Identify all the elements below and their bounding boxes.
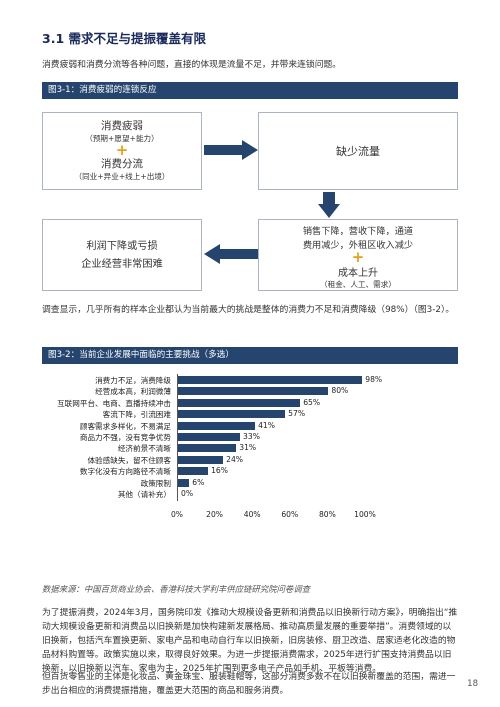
- x-tick-label: 40%: [243, 510, 261, 520]
- chart-bar: [178, 410, 286, 419]
- category-label: 政策限制: [140, 478, 171, 488]
- x-tick-label: 100%: [354, 510, 376, 520]
- chart-bar: [178, 467, 209, 476]
- chart-bar: [178, 387, 329, 396]
- intro-paragraph: 消费疲弱和消费分流等各种问题，直接的体现是流量不足，并带来连锁问题。: [42, 60, 342, 70]
- box-cost-sub: （租金、人工、需求）: [320, 280, 396, 289]
- chart-axis-line: [177, 374, 178, 502]
- bar-value-label: 41%: [258, 420, 275, 430]
- chart-bar: [178, 455, 224, 464]
- box-profit-line1: 利润下降或亏损: [86, 241, 158, 252]
- arrow-left-icon: [204, 244, 258, 264]
- chart-bar: [178, 398, 301, 407]
- bar-value-label: 98%: [365, 375, 383, 384]
- chart-bar: [178, 376, 363, 384]
- bar-value-label: 31%: [239, 443, 257, 453]
- category-label: 经济前景不清晰: [117, 444, 171, 454]
- bar-value-label: 57%: [288, 409, 306, 419]
- x-tick-label: 20%: [206, 510, 224, 520]
- box-sales-line2: 费用减少，外租区收入减少: [302, 240, 414, 251]
- figure1-title: 图3-1：消费疲弱的连锁反应: [42, 82, 458, 99]
- box-sales-decline: 销售下降，营收下降，通道 费用减少，外租区收入减少 + 成本上升 （租金、人工、…: [258, 219, 458, 291]
- bar-value-label: 24%: [226, 454, 243, 464]
- category-label: 客流下降，引流困难: [102, 410, 171, 420]
- bar-value-label: 80%: [331, 386, 349, 396]
- category-label: 消费力不足，消费降级: [95, 376, 171, 385]
- box-profit-line2: 企业经营非常困难: [81, 259, 163, 270]
- box-weak-title: 消费疲弱: [101, 120, 143, 132]
- category-label: 其他（请补充）: [117, 490, 171, 499]
- policy-paragraph: 为了提振消费，2024年3月，国务院印发《推动大规模设备更新和消费品以旧换新行动…: [42, 608, 458, 674]
- box-split-sub: （同业+异业+线上+出境）: [74, 172, 170, 181]
- box-split-title: 消费分流: [101, 158, 143, 170]
- category-label: 商品力不强，没有竞争优势: [79, 433, 171, 442]
- x-tick-label: 80%: [318, 510, 336, 520]
- bar-value-label: 6%: [192, 477, 205, 487]
- box-weak-sub: （预期+愿望+能力）: [85, 134, 159, 143]
- plus-icon: +: [115, 141, 129, 159]
- chart-bar: [178, 433, 241, 441]
- bar-value-label: 33%: [243, 432, 260, 441]
- chart-bar: [178, 478, 190, 487]
- box-traffic: 缺少流量: [258, 112, 458, 190]
- arrow-down-icon: [318, 192, 340, 218]
- bar-value-label: 0%: [181, 489, 194, 498]
- plus-icon: +: [351, 248, 365, 266]
- x-tick-label: 0%: [170, 510, 184, 520]
- page-number: 18: [467, 679, 478, 689]
- category-label: 顾客需求多样化，不易满足: [79, 421, 171, 431]
- arrow-right-icon: [204, 140, 258, 160]
- category-label: 体验感缺失，留不住顾客: [87, 455, 171, 465]
- conclusion-paragraph: 但百货零售业的主体是化妆品、黄金珠宝、服装鞋帽等，这部分消费多数不在以旧换新覆盖…: [42, 672, 456, 696]
- bar-value-label: 65%: [303, 397, 321, 407]
- box-weak-consumption: 消费疲弱 （预期+愿望+能力） + 消费分流 （同业+异业+线上+出境）: [42, 112, 202, 190]
- bar-value-label: 16%: [211, 466, 228, 476]
- chart-bar: [178, 421, 256, 430]
- box-profit-decline: 利润下降或亏损 企业经营非常困难: [42, 219, 202, 291]
- chart-bar: [178, 444, 237, 453]
- category-label: 互联网平台、电商、直播持续冲击: [57, 398, 171, 408]
- category-label: 经营成本高，利润微薄: [95, 387, 171, 397]
- section-title: 3.1 需求不足与提振覆盖有限: [42, 31, 206, 46]
- box-sales-line1: 销售下降，营收下降，通道: [302, 226, 414, 237]
- data-source: 数据来源：中国百货商业协会、香港科技大学利丰供应链研究院问卷调查: [42, 584, 310, 594]
- survey-paragraph: 调查显示，几乎所有的样本企业都认为当前最大的挑战是整体的消费力不足和消费降级（9…: [42, 305, 455, 315]
- box-cost-title: 成本上升: [338, 268, 378, 279]
- category-label: 数字化没有方向路径不清晰: [79, 467, 171, 477]
- figure2-title: 图3-2：当前企业发展中面临的主要挑战（多选）: [42, 347, 458, 364]
- x-tick-label: 60%: [281, 510, 299, 520]
